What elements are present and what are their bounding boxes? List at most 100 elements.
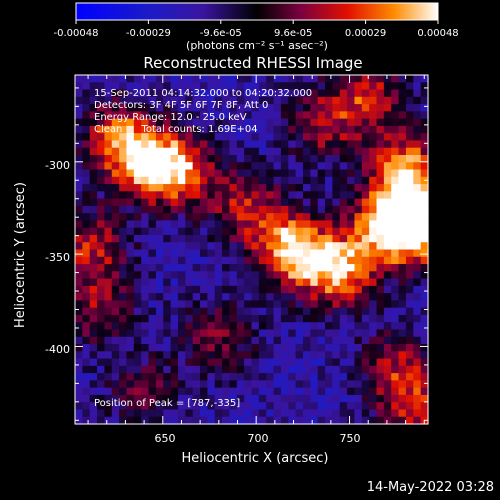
heatmap-cell — [185, 249, 194, 258]
heatmap-cell — [126, 358, 135, 367]
heatmap-cell — [251, 394, 260, 403]
heatmap-cell — [185, 380, 194, 389]
heatmap-cell — [89, 125, 98, 134]
heatmap-cell — [339, 336, 348, 345]
heatmap-cell — [104, 191, 113, 200]
heatmap-cell — [420, 104, 429, 112]
heatmap-cell — [398, 75, 407, 83]
heatmap-cell — [383, 104, 392, 112]
heatmap-cell — [383, 256, 392, 265]
heatmap-cell — [244, 140, 253, 149]
heatmap-cell — [251, 75, 260, 83]
heatmap-cell — [148, 314, 157, 323]
heatmap-cell — [236, 227, 245, 236]
heatmap-cell — [405, 96, 414, 105]
heatmap-cell — [133, 234, 142, 243]
heatmap-cell — [369, 220, 378, 229]
heatmap-cell — [163, 191, 172, 200]
heatmap-cell — [133, 249, 142, 258]
heatmap-cell — [111, 307, 120, 316]
heatmap-cell — [310, 300, 319, 309]
heatmap-cell — [376, 409, 385, 418]
heatmap-cell — [192, 104, 201, 112]
heatmap-cell — [413, 242, 422, 251]
heatmap-cell — [214, 96, 223, 105]
heatmap-cell — [119, 125, 128, 134]
heatmap-cell — [266, 256, 275, 265]
heatmap-cell — [339, 344, 348, 352]
heatmap-cell — [266, 213, 275, 222]
heatmap-cell — [398, 96, 407, 105]
heatmap-cell — [214, 227, 223, 236]
heatmap-cell — [325, 242, 333, 251]
heatmap-cell — [302, 416, 311, 425]
heatmap-cell — [119, 169, 128, 178]
heatmap-cell — [163, 264, 172, 272]
heatmap-cell — [383, 271, 392, 280]
heatmap-cell — [310, 125, 319, 134]
heatmap-cell — [376, 351, 385, 360]
heatmap-cell — [295, 402, 304, 411]
heatmap-cell — [141, 213, 150, 222]
heatmap-cell — [104, 147, 113, 156]
heatmap-cell — [354, 191, 363, 200]
heatmap-cell — [354, 96, 363, 105]
heatmap-cell — [295, 271, 304, 280]
heatmap-cell — [251, 118, 260, 127]
heatmap-cell — [133, 278, 142, 287]
heatmap-cell — [339, 147, 348, 156]
heatmap-cell — [104, 409, 113, 418]
heatmap-cell — [75, 125, 83, 134]
heatmap-cell — [302, 176, 311, 185]
heatmap-cell — [104, 104, 113, 112]
heatmap-cell — [332, 373, 341, 381]
heatmap-cell — [155, 82, 164, 91]
heatmap-cell — [229, 198, 238, 207]
heatmap-cell — [89, 416, 98, 425]
heatmap-cell — [405, 322, 414, 331]
heatmap-cell — [89, 394, 98, 403]
heatmap-cell — [222, 358, 231, 367]
heatmap-cell — [82, 75, 91, 83]
heatmap-cell — [310, 227, 319, 236]
heatmap-cell — [207, 373, 216, 381]
heatmap-cell — [222, 373, 231, 381]
heatmap-cell — [347, 329, 356, 338]
heatmap-cell — [376, 278, 385, 287]
heatmap-cell — [266, 227, 275, 236]
heatmap-cell — [325, 75, 333, 83]
heatmap-cell — [244, 227, 253, 236]
heatmap-cell — [148, 154, 157, 163]
heatmap-cell — [258, 184, 267, 192]
heatmap-cell — [141, 154, 150, 163]
heatmap-cell — [170, 373, 179, 381]
heatmap-cell — [354, 380, 363, 389]
heatmap-cell — [155, 118, 164, 127]
heatmap-cell — [141, 358, 150, 367]
heatmap-cell — [339, 351, 348, 360]
heatmap-cell — [310, 75, 319, 83]
heatmap-cell — [361, 402, 370, 411]
heatmap-cell — [177, 314, 186, 323]
heatmap-cell — [111, 336, 120, 345]
heatmap-cell — [405, 394, 414, 403]
heatmap-cell — [258, 227, 267, 236]
heatmap-cell — [89, 285, 98, 294]
heatmap-cell — [302, 402, 311, 411]
heatmap-cell — [325, 351, 333, 360]
heatmap-cell — [155, 285, 164, 294]
heatmap-cell — [97, 278, 106, 287]
heatmap-cell — [266, 140, 275, 149]
heatmap-cell — [75, 191, 83, 200]
heatmap-cell — [413, 373, 422, 381]
heatmap-cell — [280, 82, 289, 91]
heatmap-cell — [163, 336, 172, 345]
heatmap-cell — [266, 82, 275, 91]
heatmap-cell — [273, 351, 282, 360]
heatmap-cell — [155, 133, 164, 142]
heatmap-cell — [251, 416, 260, 425]
heatmap-cell — [398, 234, 407, 243]
heatmap-cell — [236, 344, 245, 352]
heatmap-cell — [97, 358, 106, 367]
heatmap-cell — [273, 205, 282, 214]
